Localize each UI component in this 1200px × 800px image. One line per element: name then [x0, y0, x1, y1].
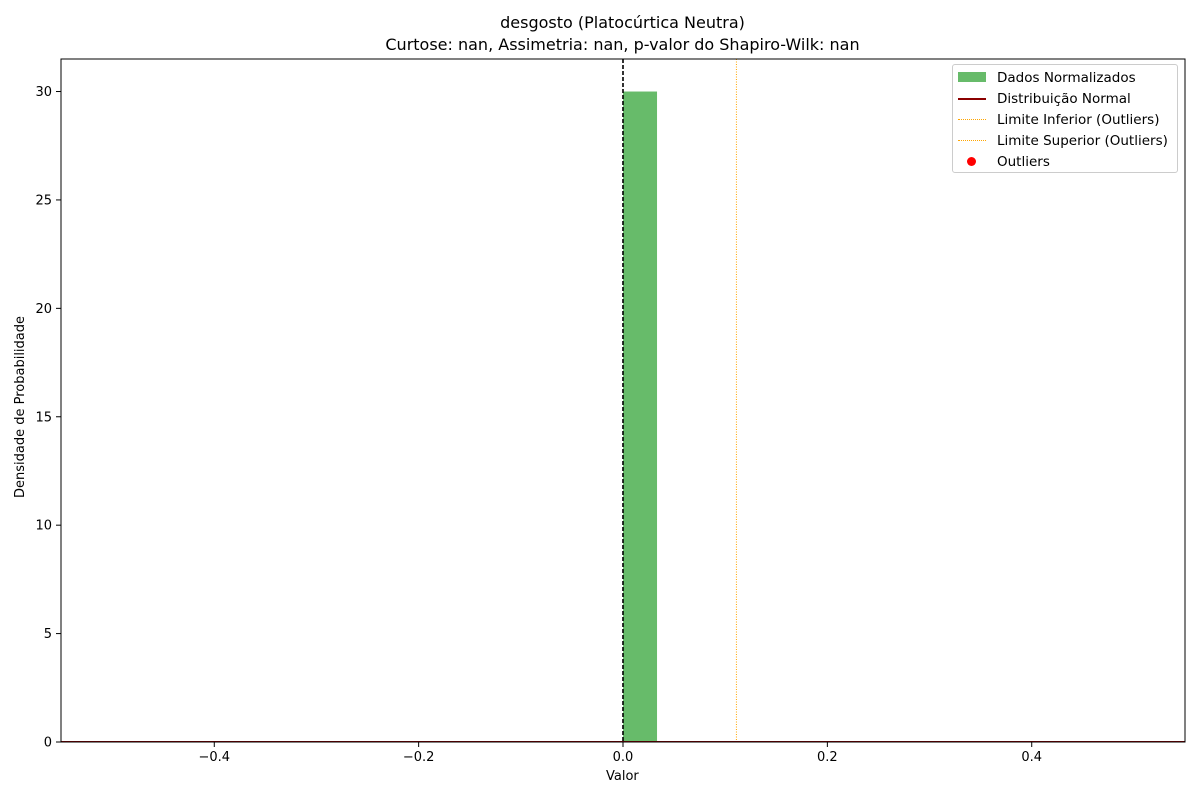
y-tick-label: 5	[44, 627, 52, 642]
y-tick-label: 0	[44, 736, 52, 751]
histogram-bar	[623, 91, 658, 743]
legend-swatch-patch	[958, 72, 986, 82]
y-tick-label: 30	[35, 85, 52, 100]
chart-subtitle: Curtose: nan, Assimetria: nan, p-valor d…	[385, 35, 860, 54]
legend-label: Dados Normalizados	[997, 70, 1136, 86]
x-axis-label: Valor	[606, 769, 639, 784]
chart-title: desgosto (Platocúrtica Neutra)	[500, 13, 745, 32]
x-tick-label: 0.2	[817, 750, 838, 765]
legend-label: Limite Superior (Outliers)	[997, 133, 1168, 149]
y-axis-label: Densidade de Probabilidade	[13, 315, 28, 498]
legend-label: Outliers	[997, 154, 1050, 170]
legend-swatch-dotted	[958, 140, 986, 141]
x-tick-label: −0.2	[403, 750, 435, 765]
legend-swatch-dotted	[958, 119, 986, 120]
y-tick-label: 10	[35, 519, 52, 534]
legend-swatch-line	[958, 98, 986, 100]
x-tick-label: 0.0	[613, 750, 634, 765]
y-tick-label: 15	[35, 410, 52, 425]
y-tick-label: 25	[35, 193, 52, 208]
legend-swatch-marker	[967, 157, 976, 166]
x-tick-label: 0.4	[1021, 750, 1042, 765]
legend: Dados Normalizados Distribuição Normal L…	[952, 64, 1178, 173]
legend-label: Distribuição Normal	[997, 91, 1131, 107]
legend-label: Limite Inferior (Outliers)	[997, 112, 1160, 128]
y-tick-label: 20	[35, 302, 52, 317]
x-tick-label: −0.4	[198, 750, 230, 765]
